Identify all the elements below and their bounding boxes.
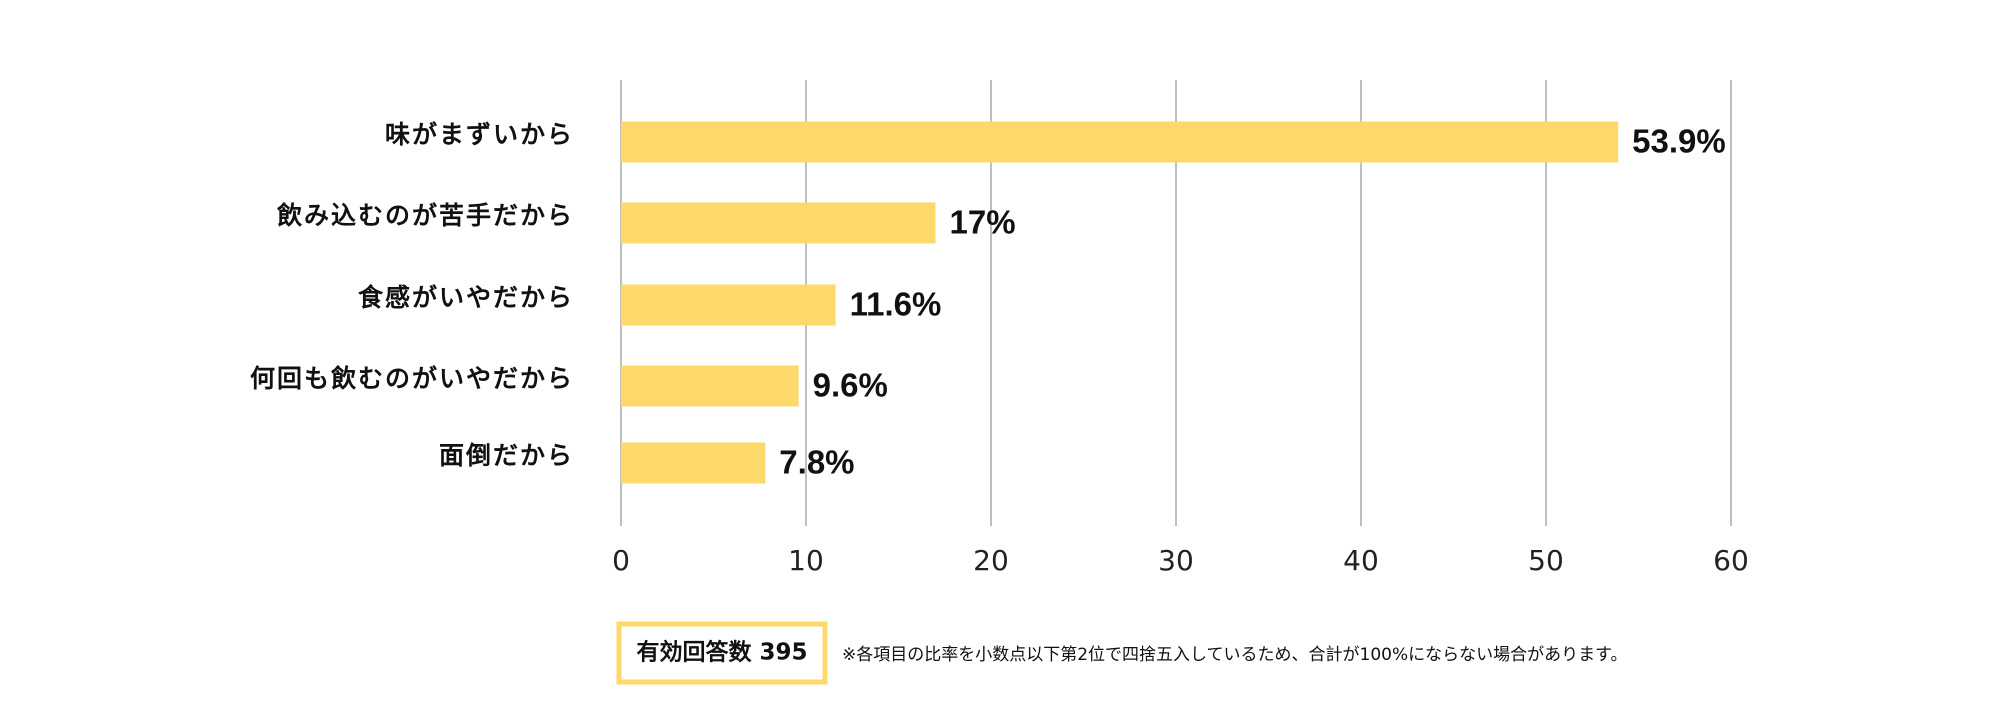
- value-label: 9.6%: [813, 367, 888, 404]
- bar: [621, 365, 799, 407]
- footnote: ※各項目の比率を小数点以下第2位で四捨五入しているため、合計が100%にならない…: [842, 645, 1627, 665]
- x-tick-label: 60: [1713, 544, 1749, 577]
- bar: [621, 284, 836, 326]
- y-tick-label: 面倒だから: [439, 441, 574, 470]
- value-label: 53.9%: [1632, 123, 1726, 160]
- x-tick-label: 10: [788, 544, 824, 577]
- y-tick-label: 飲み込むのが苦手だから: [276, 201, 574, 230]
- bar: [621, 202, 936, 244]
- sample-size-box: [616, 621, 828, 685]
- x-tick-label: 50: [1528, 544, 1564, 577]
- x-tick-label: 20: [973, 544, 1009, 577]
- x-tick-label: 0: [612, 544, 630, 577]
- value-label: 7.8%: [779, 444, 854, 481]
- x-tick-label: 40: [1343, 544, 1379, 577]
- bar: [621, 121, 1619, 163]
- y-tick-label: 何回も飲むのがいやだから: [250, 364, 574, 393]
- value-label: 17%: [950, 204, 1016, 241]
- y-tick-label: 食感がいやだから: [358, 283, 574, 312]
- x-tick-label: 30: [1158, 544, 1194, 577]
- bar: [621, 442, 766, 484]
- sample-size: 有効回答数 395: [636, 639, 807, 666]
- value-label: 11.6%: [850, 286, 942, 323]
- y-tick-label: 味がまずいから: [385, 120, 574, 149]
